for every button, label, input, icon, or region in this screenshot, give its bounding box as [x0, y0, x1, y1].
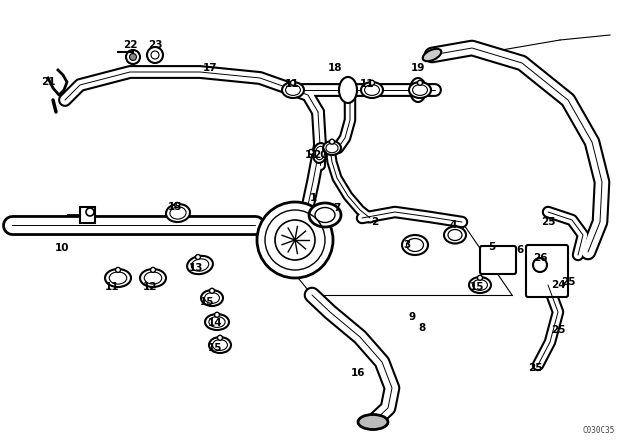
Text: 18: 18 [328, 63, 342, 73]
Circle shape [150, 267, 156, 272]
FancyBboxPatch shape [480, 246, 516, 274]
Text: 17: 17 [203, 63, 218, 73]
Ellipse shape [309, 203, 341, 227]
Circle shape [218, 335, 223, 340]
Text: 4: 4 [449, 220, 457, 230]
Text: 14: 14 [208, 318, 222, 328]
Ellipse shape [323, 141, 341, 155]
Text: 6: 6 [516, 245, 524, 255]
Text: 10: 10 [55, 243, 69, 253]
Text: 25: 25 [551, 325, 565, 335]
Ellipse shape [409, 82, 431, 98]
Text: 12: 12 [143, 282, 157, 292]
Ellipse shape [339, 77, 357, 103]
Text: 25: 25 [561, 277, 575, 287]
Circle shape [115, 267, 120, 272]
Text: 15: 15 [168, 202, 182, 212]
Ellipse shape [410, 78, 426, 102]
Text: 24: 24 [550, 280, 565, 290]
Text: 2: 2 [371, 217, 379, 227]
Text: 25: 25 [528, 363, 542, 373]
Ellipse shape [444, 227, 466, 244]
Circle shape [86, 208, 94, 216]
Circle shape [147, 47, 163, 63]
Text: 3: 3 [403, 240, 411, 250]
Bar [80, 207, 95, 223]
Text: 23: 23 [148, 40, 163, 50]
Circle shape [308, 149, 314, 155]
Circle shape [126, 50, 140, 64]
Ellipse shape [105, 269, 131, 287]
Text: 21: 21 [41, 77, 55, 87]
Ellipse shape [313, 143, 327, 163]
Circle shape [209, 289, 214, 293]
Text: 5: 5 [488, 242, 495, 252]
Circle shape [195, 254, 200, 259]
Text: 11: 11 [360, 79, 374, 89]
Text: 11: 11 [105, 282, 119, 292]
Ellipse shape [469, 277, 491, 293]
Ellipse shape [166, 204, 190, 222]
Circle shape [477, 276, 483, 280]
Text: 9: 9 [408, 312, 415, 322]
Circle shape [330, 139, 335, 144]
Circle shape [417, 80, 422, 85]
Ellipse shape [358, 414, 388, 430]
Text: 8: 8 [419, 323, 426, 333]
Circle shape [214, 312, 220, 317]
Text: 1: 1 [309, 193, 317, 203]
Ellipse shape [140, 269, 166, 287]
Text: 11: 11 [305, 150, 319, 160]
Ellipse shape [209, 337, 231, 353]
Circle shape [257, 202, 333, 278]
Text: 15: 15 [208, 343, 222, 353]
Circle shape [291, 80, 296, 85]
Circle shape [129, 53, 136, 60]
FancyBboxPatch shape [526, 245, 568, 297]
Ellipse shape [205, 314, 229, 330]
Text: 15: 15 [200, 297, 214, 307]
Text: 15: 15 [470, 282, 484, 292]
Ellipse shape [187, 256, 213, 274]
Text: 7: 7 [333, 203, 340, 213]
Ellipse shape [282, 82, 304, 98]
Circle shape [369, 80, 374, 85]
Text: 13: 13 [189, 263, 204, 273]
Text: 22: 22 [123, 40, 137, 50]
Text: 26: 26 [532, 253, 547, 263]
Circle shape [175, 202, 180, 207]
Ellipse shape [361, 82, 383, 98]
Text: 11: 11 [285, 79, 300, 89]
Text: 19: 19 [411, 63, 425, 73]
Ellipse shape [201, 290, 223, 306]
Ellipse shape [422, 49, 442, 61]
Ellipse shape [402, 235, 428, 255]
Circle shape [533, 258, 547, 272]
Text: 16: 16 [351, 368, 365, 378]
Text: 25: 25 [541, 217, 556, 227]
Text: 20: 20 [313, 150, 327, 160]
Text: C030C35: C030C35 [582, 426, 615, 435]
